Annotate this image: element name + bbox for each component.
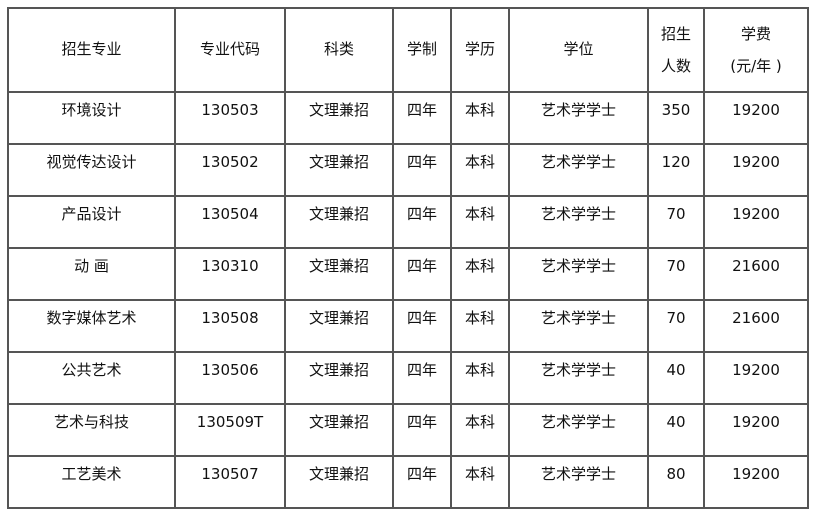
cell-enrollment: 80	[647, 455, 705, 509]
table-row: 环境设计 130503 文理兼招 四年 本科 艺术学学士 350 19200	[7, 91, 809, 145]
table-row: 数字媒体艺术 130508 文理兼招 四年 本科 艺术学学士 70 21600	[7, 299, 809, 353]
cell-degree: 艺术学学士	[508, 143, 649, 197]
cell-category: 文理兼招	[284, 299, 394, 353]
cell-duration: 四年	[392, 351, 452, 405]
cell-education: 本科	[450, 91, 510, 145]
cell-major: 视觉传达设计	[7, 143, 176, 197]
cell-duration: 四年	[392, 195, 452, 249]
cell-degree: 艺术学学士	[508, 455, 649, 509]
table-row: 视觉传达设计 130502 文理兼招 四年 本科 艺术学学士 120 19200	[7, 143, 809, 197]
cell-education: 本科	[450, 299, 510, 353]
cell-code: 130507	[174, 455, 286, 509]
table-row: 艺术与科技 130509T 文理兼招 四年 本科 艺术学学士 40 19200	[7, 403, 809, 457]
cell-enrollment: 70	[647, 195, 705, 249]
cell-category: 文理兼招	[284, 143, 394, 197]
cell-degree: 艺术学学士	[508, 403, 649, 457]
cell-degree: 艺术学学士	[508, 351, 649, 405]
cell-major: 数字媒体艺术	[7, 299, 176, 353]
cell-major: 产品设计	[7, 195, 176, 249]
cell-major: 工艺美术	[7, 455, 176, 509]
cell-code: 130502	[174, 143, 286, 197]
cell-major: 公共艺术	[7, 351, 176, 405]
table-row: 产品设计 130504 文理兼招 四年 本科 艺术学学士 70 19200	[7, 195, 809, 249]
cell-enrollment: 350	[647, 91, 705, 145]
header-enrollment: 招生 人数	[647, 7, 705, 93]
cell-code: 130508	[174, 299, 286, 353]
cell-duration: 四年	[392, 247, 452, 301]
cell-category: 文理兼招	[284, 247, 394, 301]
header-education: 学历	[450, 7, 510, 93]
header-code: 专业代码	[174, 7, 286, 93]
cell-degree: 艺术学学士	[508, 299, 649, 353]
cell-education: 本科	[450, 455, 510, 509]
cell-code: 130504	[174, 195, 286, 249]
cell-degree: 艺术学学士	[508, 91, 649, 145]
cell-degree: 艺术学学士	[508, 195, 649, 249]
header-duration: 学制	[392, 7, 452, 93]
cell-duration: 四年	[392, 91, 452, 145]
cell-duration: 四年	[392, 455, 452, 509]
cell-tuition: 21600	[703, 299, 809, 353]
cell-category: 文理兼招	[284, 351, 394, 405]
header-category: 科类	[284, 7, 394, 93]
cell-tuition: 19200	[703, 403, 809, 457]
cell-enrollment: 120	[647, 143, 705, 197]
cell-duration: 四年	[392, 143, 452, 197]
cell-code: 130509T	[174, 403, 286, 457]
cell-category: 文理兼招	[284, 403, 394, 457]
cell-enrollment: 40	[647, 403, 705, 457]
cell-code: 130310	[174, 247, 286, 301]
cell-education: 本科	[450, 143, 510, 197]
cell-education: 本科	[450, 195, 510, 249]
header-tuition: 学费 (元/年 )	[703, 7, 809, 93]
header-row: 招生专业 专业代码 科类 学制 学历 学位 招生 人数 学费 (元/年 )	[7, 7, 809, 93]
cell-major: 艺术与科技	[7, 403, 176, 457]
cell-major: 环境设计	[7, 91, 176, 145]
cell-tuition: 19200	[703, 455, 809, 509]
table-row: 动 画 130310 文理兼招 四年 本科 艺术学学士 70 21600	[7, 247, 809, 301]
cell-education: 本科	[450, 403, 510, 457]
cell-tuition: 19200	[703, 143, 809, 197]
cell-category: 文理兼招	[284, 91, 394, 145]
cell-tuition: 19200	[703, 91, 809, 145]
cell-major: 动 画	[7, 247, 176, 301]
cell-duration: 四年	[392, 403, 452, 457]
cell-enrollment: 70	[647, 247, 705, 301]
header-major: 招生专业	[7, 7, 176, 93]
admissions-table: 招生专业 专业代码 科类 学制 学历 学位 招生 人数 学费 (元/年 ) 环境设计…	[7, 7, 809, 509]
cell-enrollment: 40	[647, 351, 705, 405]
header-degree: 学位	[508, 7, 649, 93]
cell-category: 文理兼招	[284, 195, 394, 249]
cell-degree: 艺术学学士	[508, 247, 649, 301]
cell-tuition: 19200	[703, 351, 809, 405]
cell-code: 130503	[174, 91, 286, 145]
table-row: 公共艺术 130506 文理兼招 四年 本科 艺术学学士 40 19200	[7, 351, 809, 405]
cell-education: 本科	[450, 247, 510, 301]
cell-code: 130506	[174, 351, 286, 405]
cell-duration: 四年	[392, 299, 452, 353]
cell-category: 文理兼招	[284, 455, 394, 509]
table-row: 工艺美术 130507 文理兼招 四年 本科 艺术学学士 80 19200	[7, 455, 809, 509]
cell-education: 本科	[450, 351, 510, 405]
cell-tuition: 19200	[703, 195, 809, 249]
cell-tuition: 21600	[703, 247, 809, 301]
cell-enrollment: 70	[647, 299, 705, 353]
